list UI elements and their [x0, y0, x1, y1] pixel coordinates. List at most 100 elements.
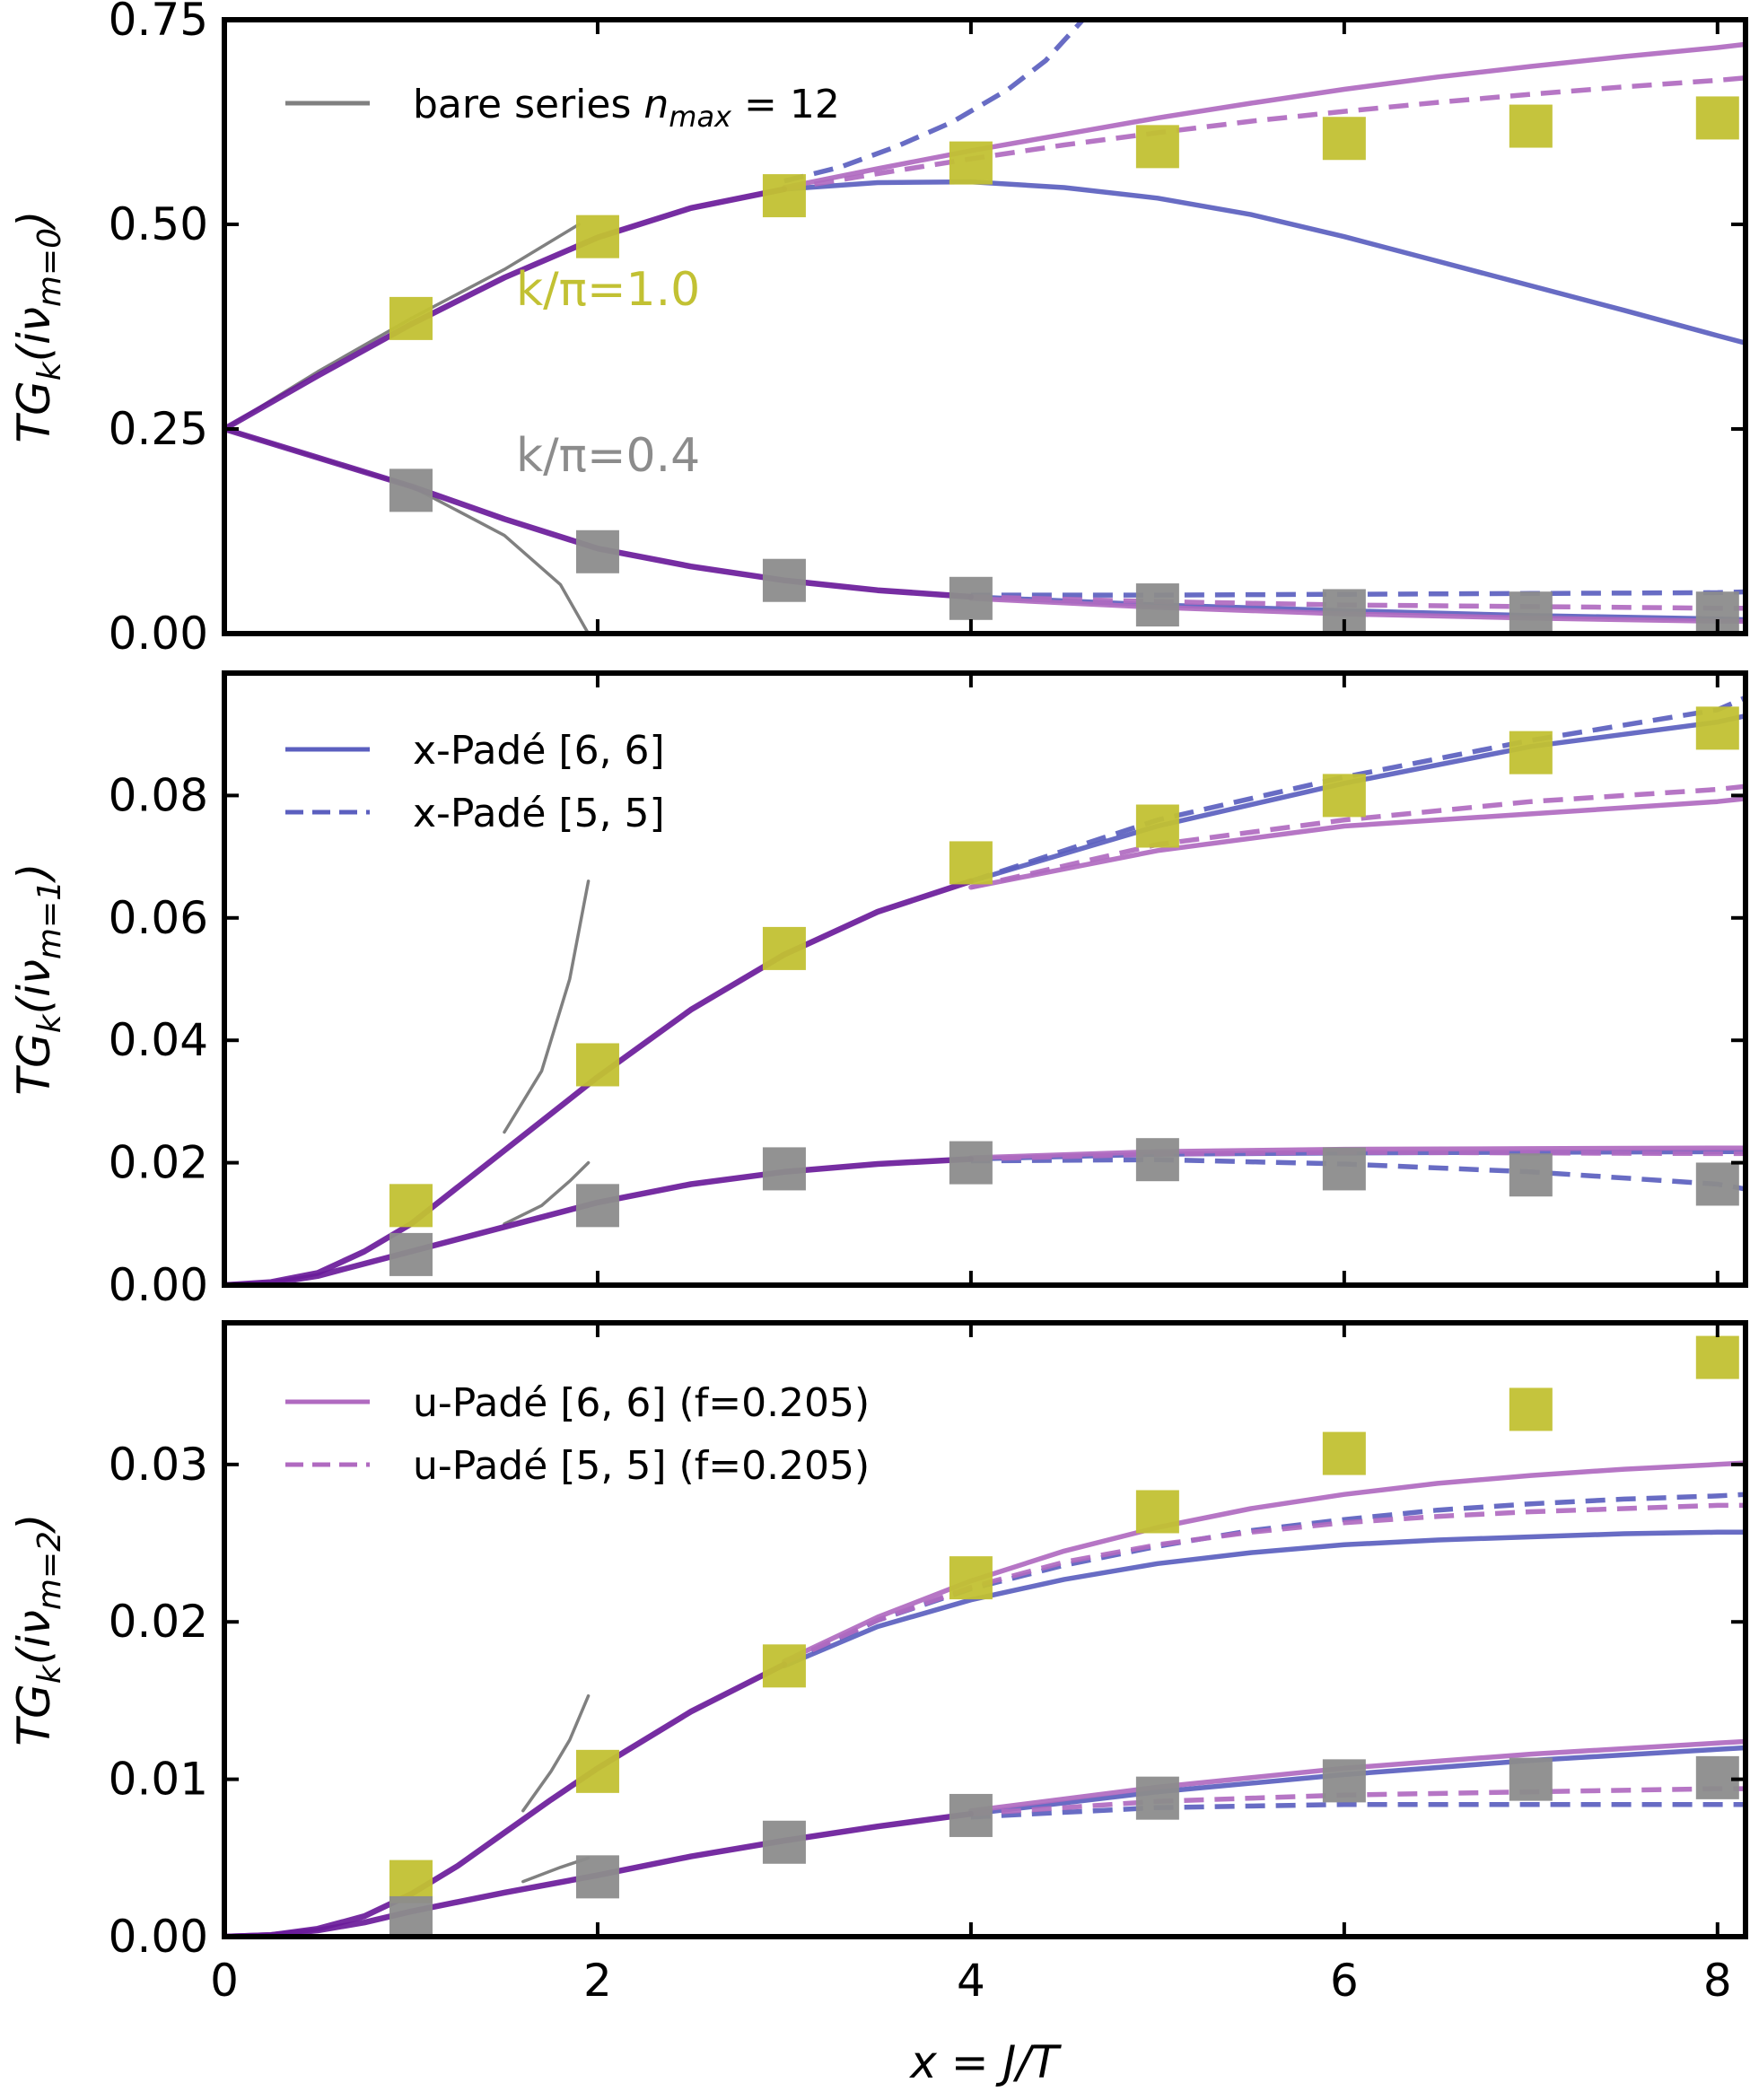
data-marker-k10: [1695, 1335, 1739, 1379]
series-line: [783, 1502, 1746, 1666]
y-tick-label: 0.00: [109, 1259, 208, 1311]
x-axis-label: x = J/T: [908, 2036, 1062, 2088]
series-group: [224, 1335, 1746, 1937]
data-marker-k10: [1135, 125, 1179, 169]
data-marker-k04: [389, 1232, 433, 1276]
y-axis-label: TGk(iνm=0): [8, 210, 68, 442]
data-marker-k10: [762, 1644, 806, 1688]
series-line: [224, 1156, 975, 1285]
data-marker-k04: [949, 576, 993, 620]
data-marker-k10: [389, 1184, 433, 1228]
x-tick-label: 2: [583, 1955, 612, 2007]
data-marker-k04: [575, 529, 619, 573]
series-line: [783, 1492, 1746, 1667]
series-line: [224, 1661, 788, 1937]
data-marker-k10: [949, 1556, 993, 1600]
plot-frame: [222, 17, 1748, 636]
legend-label-upade66: u-Padé [6, 6] (f=0.205): [413, 1380, 870, 1426]
data-marker-k04: [389, 1895, 433, 1937]
data-marker-k04: [575, 1184, 619, 1228]
y-axis-label: TGk(iνm=2): [8, 1513, 68, 1746]
data-marker-k10: [575, 214, 619, 258]
data-marker-k10: [949, 141, 993, 185]
data-marker-k10: [1135, 804, 1179, 848]
y-tick-label: 0.01: [109, 1754, 208, 1806]
series-line: [503, 1160, 591, 1226]
data-marker-k10: [1695, 706, 1739, 750]
plot-frame: [222, 670, 1748, 1288]
series-line: [783, 75, 1746, 192]
data-marker-k04: [1322, 1759, 1366, 1803]
legend-label-upade55: u-Padé [5, 5] (f=0.205): [413, 1443, 870, 1489]
data-marker-k10: [1695, 96, 1739, 140]
annotation-k04: k/π=0.4: [516, 429, 700, 483]
data-marker-k10: [575, 1043, 619, 1087]
panel-1: 0.00 0.25 0.50 0.75 TGk(iνm=0) bare series nm…: [8, 0, 1748, 660]
data-marker-k10: [1509, 1387, 1553, 1431]
y-tick-label: 0.06: [109, 892, 208, 944]
series-line: [503, 879, 591, 1134]
x-tick-label: 4: [957, 1955, 985, 2007]
series-group: [224, 20, 1746, 634]
data-marker-k04: [1509, 1153, 1553, 1197]
y-tick-label: 0.25: [109, 403, 208, 455]
data-marker-k10: [1509, 731, 1553, 774]
data-marker-k04: [1695, 1162, 1739, 1206]
data-marker-k04: [762, 1820, 806, 1864]
x-tick-label: 0: [210, 1955, 239, 2007]
data-marker-k04: [1509, 1757, 1553, 1801]
series-line: [782, 1460, 1746, 1664]
data-marker-k10: [1322, 774, 1366, 818]
legend-label-xpade66: x-Padé [6, 6]: [413, 728, 665, 774]
series-line: [970, 1801, 1746, 1820]
y-tick-label: 0.00: [109, 608, 208, 660]
legend-label-bare: bare series nmax = 12: [413, 82, 840, 134]
y-tick-label: 0.04: [109, 1014, 208, 1066]
series-line: [968, 1738, 1746, 1814]
data-marker-k10: [575, 1749, 619, 1793]
series-line: [968, 796, 1746, 890]
y-tick-label: 0.03: [109, 1439, 208, 1491]
y-tick-label: 0.02: [109, 1596, 208, 1648]
series-line: [783, 20, 1085, 184]
series-line: [970, 1150, 1746, 1162]
series-group: [224, 695, 1746, 1285]
panel-3: 0 2 4 6 8 0.00 0.01 0.02 0.03 TGk(iνm=2) u-Padé [6…: [8, 1320, 1748, 2007]
y-tick-label: 0.08: [109, 769, 208, 821]
y-tick-label: 0.02: [109, 1137, 208, 1189]
series-line: [224, 1810, 975, 1937]
y-tick-label: 0.75: [109, 0, 208, 46]
annotation-k10: k/π=1.0: [516, 263, 700, 317]
data-marker-k10: [389, 296, 433, 340]
series-line: [968, 1745, 1746, 1816]
data-marker-k10: [389, 1859, 433, 1903]
series-line: [224, 186, 788, 433]
data-marker-k04: [1509, 591, 1553, 634]
y-axis-label: TGk(iνm=1): [8, 862, 68, 1095]
y-tick-label: 0.50: [109, 198, 208, 250]
data-marker-k04: [1135, 583, 1179, 627]
panels: 0.00 0.25 0.50 0.75 TGk(iνm=0) bare series nm…: [8, 0, 1748, 2007]
data-marker-k10: [762, 174, 806, 218]
series-line: [782, 1529, 1746, 1669]
data-marker-k10: [762, 926, 806, 970]
data-marker-k10: [1322, 117, 1366, 161]
data-marker-k10: [1322, 1431, 1366, 1475]
x-tick-label: 6: [1330, 1955, 1359, 2007]
data-marker-k10: [949, 841, 993, 885]
series-line: [782, 179, 1746, 346]
data-marker-k04: [1135, 1138, 1179, 1182]
y-tick-label: 0.00: [109, 1911, 208, 1963]
x-tick-label: 8: [1703, 1955, 1732, 2007]
series-line: [970, 783, 1746, 890]
data-marker-k04: [1135, 1776, 1179, 1820]
plot-frame: [222, 1320, 1748, 1939]
data-marker-k10: [1509, 104, 1553, 148]
data-marker-k04: [949, 1793, 993, 1837]
series-line: [521, 1693, 591, 1813]
panel-2: 0.00 0.02 0.04 0.06 0.08 TGk(iνm=1) x-Padé [6,…: [8, 670, 1748, 1311]
data-marker-k04: [949, 1141, 993, 1185]
data-marker-k04: [1322, 1147, 1366, 1191]
data-marker-k10: [1135, 1490, 1179, 1534]
series-line: [782, 41, 1746, 190]
